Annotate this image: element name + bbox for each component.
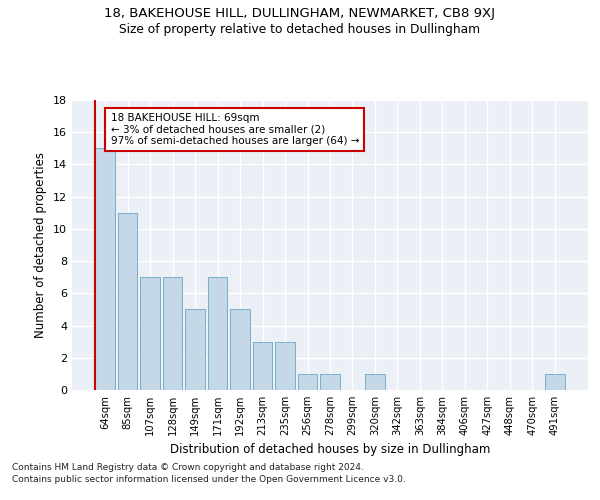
Text: 18 BAKEHOUSE HILL: 69sqm
← 3% of detached houses are smaller (2)
97% of semi-det: 18 BAKEHOUSE HILL: 69sqm ← 3% of detache… [110, 113, 359, 146]
Bar [185, 310, 205, 390]
Bar [365, 374, 385, 390]
Bar [140, 277, 160, 390]
Bar [298, 374, 317, 390]
Bar [95, 148, 115, 390]
Text: Distribution of detached houses by size in Dullingham: Distribution of detached houses by size … [170, 442, 490, 456]
Bar [208, 277, 227, 390]
Text: 18, BAKEHOUSE HILL, DULLINGHAM, NEWMARKET, CB8 9XJ: 18, BAKEHOUSE HILL, DULLINGHAM, NEWMARKE… [104, 8, 496, 20]
Bar [275, 342, 295, 390]
Bar [163, 277, 182, 390]
Text: Size of property relative to detached houses in Dullingham: Size of property relative to detached ho… [119, 22, 481, 36]
Y-axis label: Number of detached properties: Number of detached properties [34, 152, 47, 338]
Text: Contains public sector information licensed under the Open Government Licence v3: Contains public sector information licen… [12, 475, 406, 484]
Bar [118, 213, 137, 390]
Bar [230, 310, 250, 390]
Text: Contains HM Land Registry data © Crown copyright and database right 2024.: Contains HM Land Registry data © Crown c… [12, 464, 364, 472]
Bar [320, 374, 340, 390]
Bar [253, 342, 272, 390]
Bar [545, 374, 565, 390]
